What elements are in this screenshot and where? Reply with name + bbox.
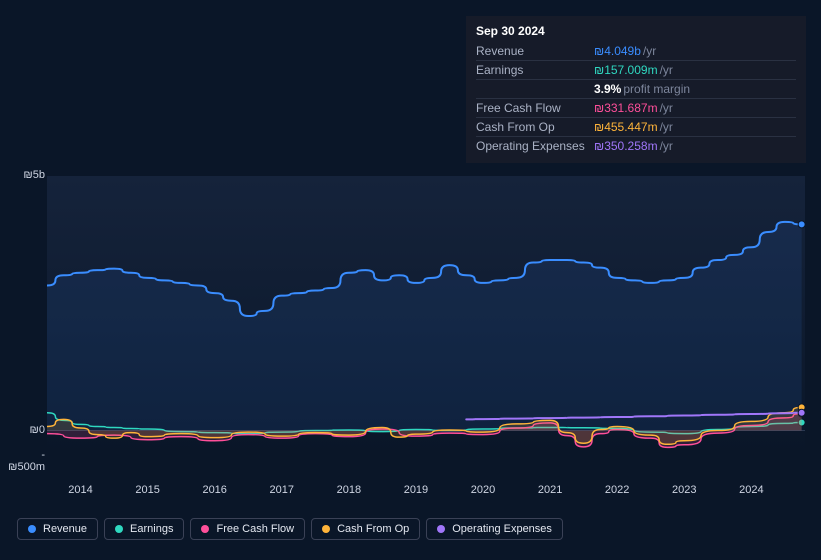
tooltip-row: Cash From Op₪455.447m /yr <box>476 118 796 137</box>
legend-item[interactable]: Free Cash Flow <box>190 518 305 540</box>
legend-item[interactable]: Earnings <box>104 518 184 540</box>
tooltip-row: Earnings₪157.009m /yr <box>476 61 796 80</box>
series-end-marker <box>798 409 805 416</box>
tooltip-row-value: ₪4.049b <box>594 44 641 58</box>
data-tooltip: Sep 30 2024 Revenue₪4.049b /yrEarnings₪1… <box>466 16 806 163</box>
legend-item[interactable]: Revenue <box>17 518 98 540</box>
x-axis-label: 2017 <box>270 484 294 496</box>
legend-dot-icon <box>115 525 123 533</box>
legend-label: Free Cash Flow <box>216 523 294 535</box>
x-axis-label: 2015 <box>135 484 159 496</box>
tooltip-row-suffix: /yr <box>643 44 656 58</box>
y-axis-label: ₪0 <box>30 424 45 436</box>
x-axis-label: 2021 <box>538 484 562 496</box>
tooltip-row: Free Cash Flow₪331.687m /yr <box>476 99 796 118</box>
x-axis-label: 2019 <box>404 484 428 496</box>
tooltip-row-value: ₪350.258m <box>594 139 658 153</box>
tooltip-row: Operating Expenses₪350.258m /yr <box>476 137 796 155</box>
series-end-marker <box>798 221 805 228</box>
x-axis-label: 2016 <box>202 484 226 496</box>
tooltip-row: Revenue₪4.049b /yr <box>476 42 796 61</box>
tooltip-date: Sep 30 2024 <box>476 24 796 38</box>
x-axis-label: 2020 <box>471 484 495 496</box>
tooltip-profit-margin: 3.9% <box>594 82 621 96</box>
tooltip-row-suffix: /yr <box>660 63 673 77</box>
tooltip-row-value: ₪455.447m <box>594 120 658 134</box>
x-axis-label: 2023 <box>672 484 696 496</box>
x-axis-label: 2018 <box>337 484 361 496</box>
tooltip-profit-margin-label: profit margin <box>623 82 690 96</box>
tooltip-row: 3.9% profit margin <box>476 80 796 99</box>
x-axis-label: 2014 <box>68 484 92 496</box>
tooltip-row-value: ₪331.687m <box>594 101 658 115</box>
tooltip-row-value: ₪157.009m <box>594 63 658 77</box>
legend-dot-icon <box>201 525 209 533</box>
x-axis-label: 2024 <box>739 484 763 496</box>
tooltip-row-suffix: /yr <box>660 101 673 115</box>
y-axis-label: ₪5b <box>23 169 45 181</box>
tooltip-row-label: Operating Expenses <box>476 139 594 153</box>
financials-chart: ₪5b₪0-₪500m 2014201520162017201820192020… <box>17 160 805 500</box>
tooltip-row-suffix: /yr <box>660 120 673 134</box>
legend-label: Cash From Op <box>337 523 409 535</box>
tooltip-row-suffix: /yr <box>660 139 673 153</box>
legend-item[interactable]: Cash From Op <box>311 518 420 540</box>
tooltip-row-label: Cash From Op <box>476 120 594 134</box>
chart-plot-area[interactable] <box>47 176 805 476</box>
legend-dot-icon <box>28 525 36 533</box>
legend-label: Revenue <box>43 523 87 535</box>
legend-label: Earnings <box>130 523 173 535</box>
tooltip-row-label: Free Cash Flow <box>476 101 594 115</box>
legend-label: Operating Expenses <box>452 523 552 535</box>
x-axis-label: 2022 <box>605 484 629 496</box>
tooltip-row-label: Earnings <box>476 63 594 77</box>
legend-item[interactable]: Operating Expenses <box>426 518 563 540</box>
chart-legend: Revenue Earnings Free Cash Flow Cash From O… <box>17 518 563 540</box>
legend-dot-icon <box>322 525 330 533</box>
y-axis-label: -₪500m <box>8 449 45 473</box>
tooltip-row-label: Revenue <box>476 44 594 58</box>
legend-dot-icon <box>437 525 445 533</box>
